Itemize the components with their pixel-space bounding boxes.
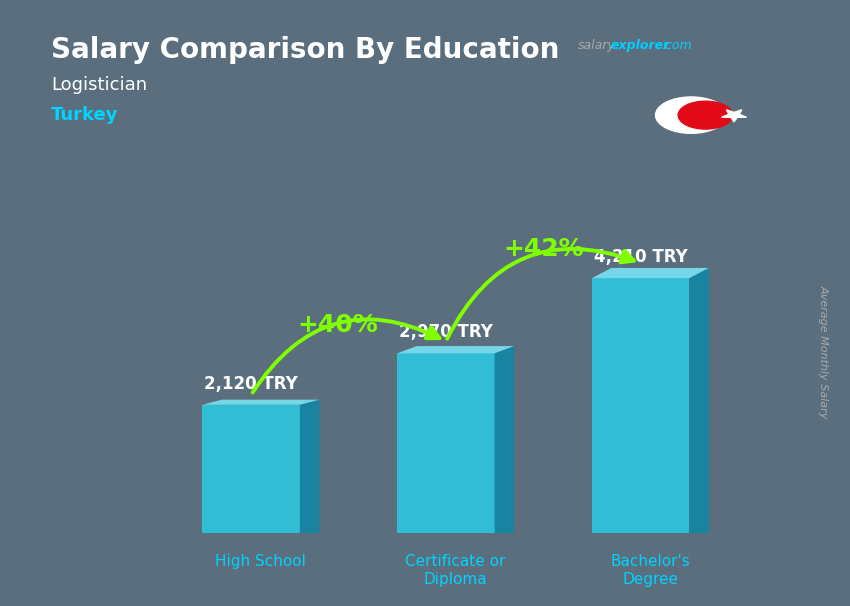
Polygon shape — [495, 346, 514, 533]
Polygon shape — [397, 346, 514, 353]
Polygon shape — [202, 405, 300, 533]
Text: Bachelor's
Degree: Bachelor's Degree — [610, 554, 690, 587]
Text: Turkey: Turkey — [51, 106, 118, 124]
Polygon shape — [592, 278, 689, 533]
Text: Logistician: Logistician — [51, 76, 147, 94]
Text: 2,120 TRY: 2,120 TRY — [204, 375, 298, 393]
Text: Salary Comparison By Education: Salary Comparison By Education — [51, 36, 559, 64]
Text: +40%: +40% — [298, 313, 378, 336]
Polygon shape — [722, 110, 746, 122]
Text: explorer: explorer — [610, 39, 670, 52]
Text: High School: High School — [215, 554, 306, 570]
Text: Average Monthly Salary: Average Monthly Salary — [819, 285, 829, 418]
Text: +42%: +42% — [503, 237, 584, 261]
Polygon shape — [397, 353, 495, 533]
Polygon shape — [592, 268, 709, 278]
Text: 2,970 TRY: 2,970 TRY — [399, 323, 493, 341]
Polygon shape — [689, 268, 709, 533]
Text: .com: .com — [661, 39, 692, 52]
Circle shape — [678, 101, 733, 129]
Polygon shape — [202, 400, 320, 405]
Text: salary: salary — [578, 39, 615, 52]
Polygon shape — [300, 400, 320, 533]
Text: Certificate or
Diploma: Certificate or Diploma — [405, 554, 506, 587]
Text: 4,210 TRY: 4,210 TRY — [593, 248, 688, 266]
Circle shape — [655, 97, 727, 133]
